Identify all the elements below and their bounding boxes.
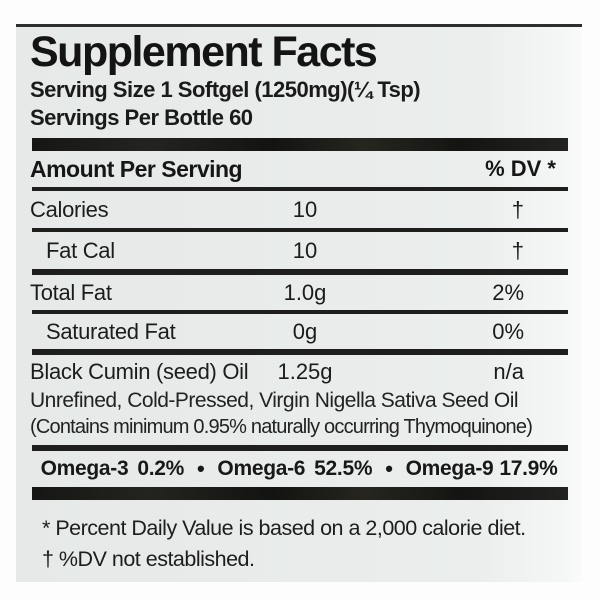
row-divider-rule bbox=[32, 228, 568, 232]
nutrient-dv: 2% bbox=[492, 279, 524, 305]
nutrient-amount: 10 bbox=[292, 196, 318, 222]
omega-summary-row: Omega-3 0.2% • Omega-6 52.5% • Omega-9 1… bbox=[26, 451, 572, 487]
amount-per-serving-header: Amount Per Serving bbox=[30, 155, 243, 182]
table-row-black-cumin-oil: Black Cumin (seed) Oil 1.25g n/a bbox=[26, 355, 572, 388]
table-row-total-fat: Total Fat 1.0g 2% bbox=[26, 275, 572, 310]
nutrient-name: Total Fat bbox=[30, 279, 112, 305]
header-rule bbox=[32, 187, 568, 191]
omega-separator-dot: • bbox=[197, 456, 205, 481]
omega-6-value: 52.5% bbox=[314, 457, 373, 480]
footnote-daily-value: * Percent Daily Value is based on a 2,00… bbox=[42, 516, 526, 540]
nutrient-name: Fat Cal bbox=[46, 237, 115, 263]
ingredient-note-line: Unrefined, Cold-Pressed, Virgin Nigella … bbox=[30, 389, 519, 412]
omega-9-value: 17.9% bbox=[499, 457, 558, 480]
bottom-divider-bar bbox=[32, 487, 568, 500]
nutrient-dv: † bbox=[511, 196, 524, 222]
footnotes-block: * Percent Daily Value is based on a 2,00… bbox=[42, 513, 572, 575]
omega-6-name: Omega-6 bbox=[217, 457, 306, 480]
nutrient-amount: 1.0g bbox=[283, 279, 327, 305]
nutrient-name: Calories bbox=[30, 196, 109, 222]
table-row-saturated-fat: Saturated Fat 0g 0% bbox=[26, 314, 572, 349]
nutrient-amount: 0g bbox=[292, 318, 318, 344]
supplement-facts-label: Supplement Facts Serving Size 1 Softgel … bbox=[16, 24, 582, 582]
nutrient-amount: 10 bbox=[292, 237, 318, 263]
table-header-row: Amount Per Serving % DV * bbox=[26, 151, 572, 187]
omega-3-name: Omega-3 bbox=[40, 457, 129, 480]
omega-3-value: 0.2% bbox=[137, 457, 184, 480]
nutrient-name: Saturated Fat bbox=[46, 318, 176, 344]
servings-per-bottle-line: Servings Per Bottle 60 bbox=[30, 105, 253, 130]
nutrient-name: Black Cumin (seed) Oil bbox=[30, 358, 249, 384]
nutrient-dv: † bbox=[511, 237, 524, 263]
omega-separator-dot: • bbox=[385, 456, 393, 481]
row-divider-rule bbox=[32, 269, 568, 275]
nutrient-dv: 0% bbox=[492, 318, 524, 344]
percent-dv-header: % DV * bbox=[485, 156, 556, 181]
omega-9-name: Omega-9 bbox=[405, 457, 494, 480]
footnote-dv-not-established: † %DV not established. bbox=[42, 547, 255, 571]
row-divider-rule bbox=[32, 310, 568, 314]
ingredient-note-line: (Contains minimum 0.95% naturally occurr… bbox=[30, 416, 533, 438]
table-row-fat-cal: Fat Cal 10 † bbox=[26, 232, 572, 269]
row-divider-rule bbox=[32, 349, 568, 355]
nutrient-amount: 1.25g bbox=[277, 358, 333, 384]
top-divider-bar bbox=[32, 138, 568, 151]
nutrient-dv: n/a bbox=[493, 358, 524, 384]
label-title: Supplement Facts bbox=[30, 28, 378, 76]
table-row-calories: Calories 10 † bbox=[26, 191, 572, 228]
serving-size-line: Serving Size 1 Softgel (1250mg)(¼ Tsp) bbox=[30, 77, 421, 102]
pre-omega-rule bbox=[32, 445, 568, 451]
